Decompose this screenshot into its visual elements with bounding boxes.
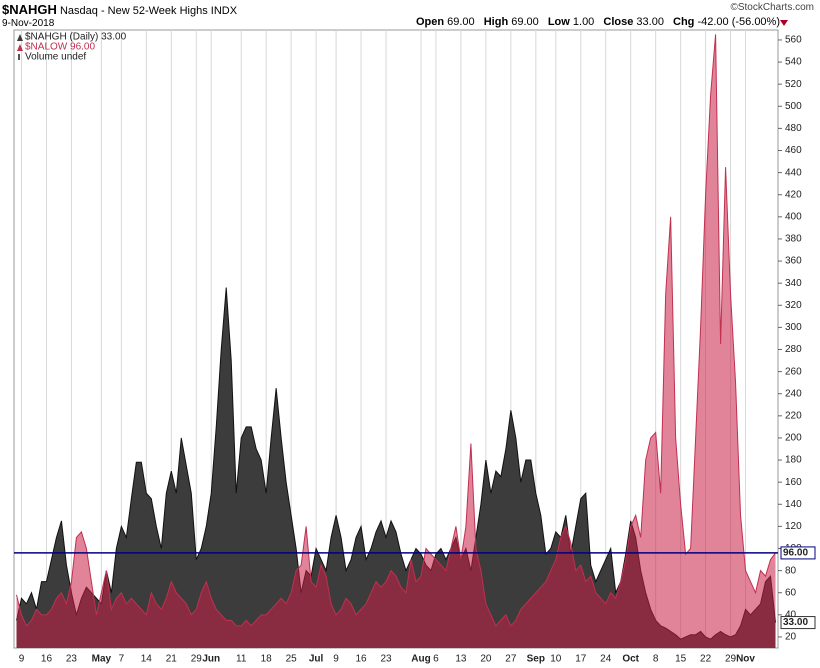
y-tick-label: 120 (785, 521, 802, 532)
legend-icon (18, 54, 20, 60)
area (16, 287, 776, 648)
x-tick-label: 7 (119, 654, 125, 665)
x-tick-label: 9 (19, 654, 25, 665)
x-tick-label: 11 (236, 654, 247, 665)
x-tick-label: 10 (550, 654, 562, 665)
y-tick-label: 260 (785, 366, 802, 377)
area (16, 34, 776, 649)
legend-label: Volume undef (25, 52, 86, 63)
area-line (16, 34, 776, 627)
quote-value: -42.00 (-56.00%) (697, 16, 780, 28)
quote-value: 1.00 (572, 16, 595, 28)
x-tick-label: 25 (286, 654, 298, 665)
quote-value: 33.00 (636, 16, 664, 28)
exchange: INDX (210, 5, 238, 17)
symbol: $NAHGH (2, 2, 57, 17)
quote: Open 69.00 High 69.00 Low 1.00 Close 33.… (410, 16, 780, 28)
quote-label: Low (547, 16, 570, 28)
y-tick-label: 40 (785, 609, 797, 620)
y-tick-label: 340 (785, 278, 802, 289)
y-tick-label: 60 (785, 587, 797, 598)
y-tick-label: 20 (785, 632, 797, 643)
y-tick-label: 560 (785, 35, 802, 46)
y-tick-label: 240 (785, 388, 802, 399)
x-tick-label: Nov (736, 654, 755, 665)
copyright: ©StockCharts.com (730, 2, 814, 13)
legend-icon (17, 34, 23, 41)
x-tick-label: 29 (191, 654, 203, 665)
date: 9-Nov-2018 (2, 18, 55, 29)
quote-label: Chg (673, 16, 695, 28)
x-tick-label: 22 (700, 654, 712, 665)
y-tick-label: 380 (785, 234, 802, 245)
quote-value: 69.00 (447, 16, 475, 28)
last-value-label: 96.00 (783, 548, 808, 559)
x-tick-label: 16 (41, 654, 53, 665)
x-tick-label: May (92, 654, 112, 665)
x-tick-label: 14 (141, 654, 153, 665)
x-tick-label: 29 (725, 654, 737, 665)
x-tick-label: 27 (505, 654, 517, 665)
y-tick-label: 300 (785, 322, 802, 333)
x-tick-label: Jul (309, 654, 324, 665)
y-tick-label: 200 (785, 433, 802, 444)
y-tick-label: 180 (785, 455, 802, 466)
x-tick-label: Aug (411, 654, 430, 665)
x-tick-label: 24 (600, 654, 612, 665)
x-tick-label: Sep (527, 654, 545, 665)
quote-value: 69.00 (511, 16, 539, 28)
y-tick-label: 500 (785, 101, 802, 112)
last-value-box (780, 616, 816, 630)
legend-label: $NALOW 96.00 (25, 42, 95, 53)
y-tick-label: 540 (785, 57, 802, 68)
x-tick-label: 23 (66, 654, 78, 665)
x-tick-label: 8 (653, 654, 659, 665)
y-tick-label: 360 (785, 256, 802, 267)
y-tick-label: 460 (785, 145, 802, 156)
quote-label: High (483, 16, 509, 28)
quote-label: Open (415, 16, 445, 28)
y-tick-label: 320 (785, 300, 802, 311)
x-tick-label: 20 (480, 654, 492, 665)
y-tick-label: 520 (785, 79, 802, 90)
x-tick-label: Oct (622, 654, 639, 665)
x-tick-label: 17 (575, 654, 587, 665)
y-tick-label: 220 (785, 410, 802, 421)
last-value-box (780, 546, 816, 560)
x-tick-label: 23 (380, 654, 392, 665)
legend-label: $NAHGH (Daily) 33.00 (25, 32, 127, 43)
x-tick-label: 9 (333, 654, 339, 665)
y-tick-label: 400 (785, 211, 802, 222)
y-tick-label: 480 (785, 123, 802, 134)
y-tick-label: 80 (785, 565, 797, 576)
x-tick-label: Jun (202, 654, 220, 665)
x-tick-label: 18 (261, 654, 273, 665)
x-tick-label: 21 (166, 654, 178, 665)
x-tick-label: 16 (355, 654, 367, 665)
x-tick-label: 13 (455, 654, 467, 665)
down-arrow (780, 20, 788, 26)
header: $NAHGH Nasdaq - New 52-Week Highs INDX (2, 2, 237, 17)
legend-icon (17, 44, 23, 51)
x-tick-label: 15 (675, 654, 687, 665)
y-tick-label: 140 (785, 499, 802, 510)
y-tick-label: 160 (785, 477, 802, 488)
y-tick-label: 440 (785, 167, 802, 178)
last-value-label: 33.00 (783, 617, 808, 628)
x-tick-label: 6 (433, 654, 439, 665)
y-tick-label: 280 (785, 344, 802, 355)
y-tick-label: 420 (785, 189, 802, 200)
index-name: Nasdaq - New 52-Week Highs (59, 5, 208, 17)
quote-label: Close (603, 16, 634, 28)
